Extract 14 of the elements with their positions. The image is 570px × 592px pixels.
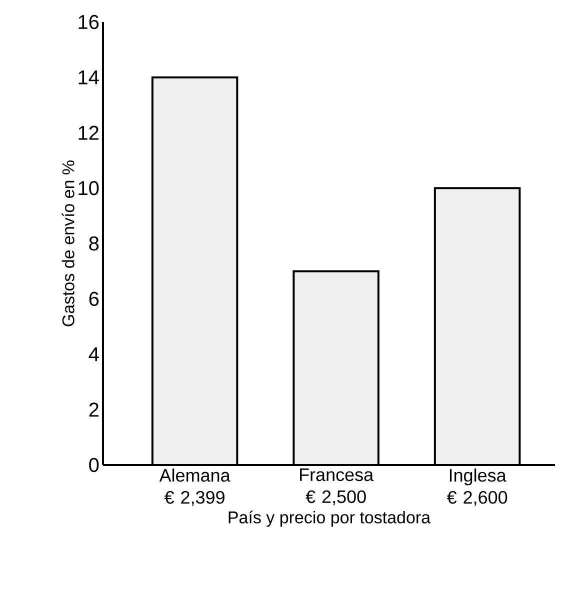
x-tick-label: Inglesa € 2,600 bbox=[446, 468, 508, 506]
y-tick-label: 16 bbox=[78, 14, 99, 30]
y-tick-label: 14 bbox=[78, 70, 99, 84]
y-tick-label: 0 bbox=[89, 458, 99, 472]
y-tick-label: 2 bbox=[89, 402, 98, 417]
x-axis-title: País y precio por tostadora bbox=[228, 510, 431, 527]
x-tick-label: Alemana € 2,399 bbox=[159, 468, 230, 506]
y-tick-label: 12 bbox=[78, 126, 98, 140]
y-tick-label: 4 bbox=[88, 347, 99, 362]
x-tick-label: Francesa € 2,500 bbox=[300, 468, 374, 506]
y-axis-title: Gastos de envío en % bbox=[62, 160, 74, 326]
y-tick-label: 6 bbox=[89, 292, 99, 306]
y-tick-label: 8 bbox=[89, 236, 99, 251]
y-tick-label: 10 bbox=[78, 181, 99, 196]
